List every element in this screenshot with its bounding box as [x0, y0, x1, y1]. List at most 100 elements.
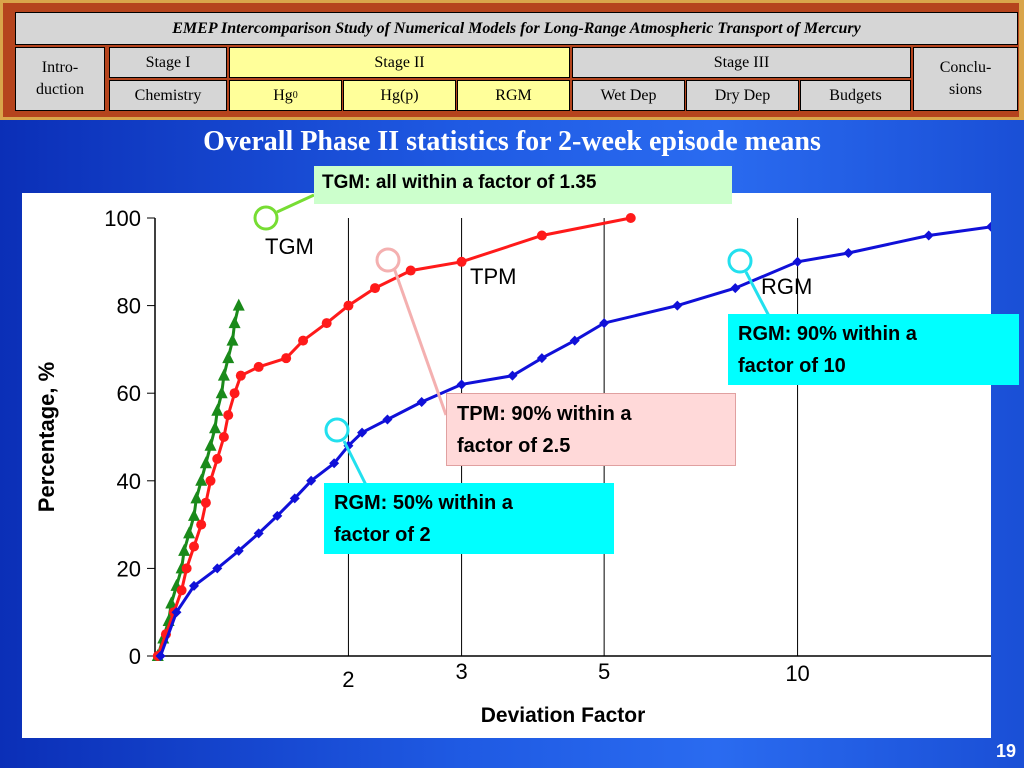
rgm-point [189, 580, 200, 591]
rgm-point [599, 318, 610, 329]
rgm-factor2-line1: RGM: 50% within a [334, 492, 513, 514]
rgm-point [792, 256, 803, 267]
tpm-point [212, 453, 223, 464]
rgm-point [923, 230, 934, 241]
rgm-factor10-line2: factor of 10 [738, 355, 846, 377]
nav-stage3[interactable]: Stage III [572, 47, 911, 78]
rgm-factor2-leader-line [342, 440, 368, 486]
nav-introduction-line1: Intro- [41, 59, 79, 76]
chart-panel: 0 20 40 60 80 100 2 3 5 10 Deviation Factor Percent… [22, 193, 991, 738]
nav-hg0-superscript: 0 [292, 90, 298, 101]
rgm-point [536, 353, 547, 364]
tpm-point [343, 300, 354, 311]
tgm-highlight-ring [253, 205, 279, 231]
tgm-point [228, 316, 241, 329]
rgm-point [253, 528, 264, 539]
rgm-point [212, 563, 223, 574]
tgm-point [226, 333, 239, 346]
tgm-point [222, 351, 235, 364]
tpm-leader-line [392, 267, 448, 416]
nav-wetdep[interactable]: Wet Dep [572, 80, 685, 111]
rgm-point [569, 335, 580, 346]
tpm-point [536, 230, 547, 241]
rgm-point [507, 370, 518, 381]
header-frame: EMEP Intercomparison Study of Numerical … [3, 3, 1019, 117]
tpm-point [456, 256, 467, 267]
tgm-point [190, 491, 203, 504]
tgm-leader-line [276, 193, 315, 214]
rgm-point [329, 458, 340, 469]
x-tick-label-10: 10 [785, 661, 809, 686]
tpm-point [370, 283, 381, 294]
tgm-point [211, 403, 224, 416]
rgm-point [416, 396, 427, 407]
x-axis-title: Deviation Factor [481, 704, 646, 727]
rgm-point [155, 651, 166, 661]
tgm-point [209, 421, 222, 434]
rgm-point [456, 379, 467, 390]
nav-rgm[interactable]: RGM [457, 80, 570, 111]
tgm-point [195, 473, 208, 486]
nav-drydep[interactable]: Dry Dep [686, 80, 799, 111]
tgm-callout-text: TGM: all within a factor of 1.35 [322, 172, 597, 193]
tpm-point [253, 361, 264, 372]
rgm-point [357, 427, 368, 438]
nav-introduction-line2: duction [36, 81, 84, 98]
rgm-factor10-leader-line [744, 271, 772, 319]
y-tick-label-80: 80 [117, 294, 141, 319]
tpm-point [229, 388, 240, 399]
tgm-point [178, 543, 191, 556]
tpm-point [405, 265, 416, 276]
rgm-factor2-callout: RGM: 50% within a factor of 2 [324, 483, 614, 554]
tpm-point [176, 585, 187, 596]
tpm-point [205, 475, 216, 486]
nav-chemistry[interactable]: Chemistry [109, 80, 227, 111]
nav-budgets[interactable]: Budgets [800, 80, 911, 111]
rgm-point [306, 475, 317, 486]
nav-stage2[interactable]: Stage II [229, 47, 570, 78]
tpm-callout: TPM: 90% within a factor of 2.5 [446, 393, 736, 466]
tpm-point [298, 335, 309, 346]
nav-conclusions-line2: sions [949, 81, 982, 98]
rgm-point [233, 545, 244, 556]
header-title: EMEP Intercomparison Study of Numerical … [15, 12, 1018, 45]
tpm-point [196, 519, 207, 530]
rgm-point [730, 283, 741, 294]
series-label-tgm: TGM [265, 234, 314, 259]
series-label-rgm: RGM [761, 274, 812, 299]
cumulative-distribution-chart: 0 20 40 60 80 100 2 3 5 10 Deviation Factor Percent… [34, 193, 991, 727]
tpm-point [321, 318, 332, 329]
header-banner: EMEP Intercomparison Study of Numerical … [0, 0, 1024, 120]
nav-conclusions-line1: Conclu- [939, 59, 992, 76]
rgm-point [986, 221, 991, 232]
tgm-point [204, 438, 217, 451]
y-tick-label-20: 20 [117, 556, 141, 581]
tpm-point [223, 410, 234, 421]
y-axis-title: Percentage, % [34, 362, 59, 512]
nav-hg0[interactable]: Hg 0 [229, 80, 342, 111]
y-tick-label-0: 0 [129, 644, 141, 669]
rgm-factor2-highlight-ring [324, 417, 350, 443]
nav-introduction[interactable]: Intro- duction [15, 47, 105, 111]
rgm-point [672, 300, 683, 311]
nav-hg0-label: Hg [273, 86, 293, 104]
nav-stage1[interactable]: Stage I [109, 47, 227, 78]
tpm-point [189, 541, 200, 552]
tgm-point [217, 368, 230, 381]
y-tick-label-60: 60 [117, 381, 141, 406]
tpm-highlight-ring [375, 247, 401, 273]
tpm-point [625, 213, 636, 223]
rgm-factor10-line1: RGM: 90% within a [738, 323, 917, 345]
rgm-factor2-line2: factor of 2 [334, 524, 431, 546]
nav-hgp[interactable]: Hg(p) [343, 80, 456, 111]
tpm-point [281, 353, 292, 364]
rgm-point [382, 414, 393, 425]
tpm-point [218, 432, 229, 442]
x-tick-label-2: 2 [342, 667, 354, 692]
tgm-point [188, 508, 201, 521]
rgm-point [171, 607, 182, 618]
x-tick-label-3: 3 [455, 659, 467, 684]
x-tick-label-5: 5 [598, 659, 610, 684]
nav-conclusions[interactable]: Conclu- sions [913, 47, 1018, 111]
tpm-point [181, 563, 192, 574]
